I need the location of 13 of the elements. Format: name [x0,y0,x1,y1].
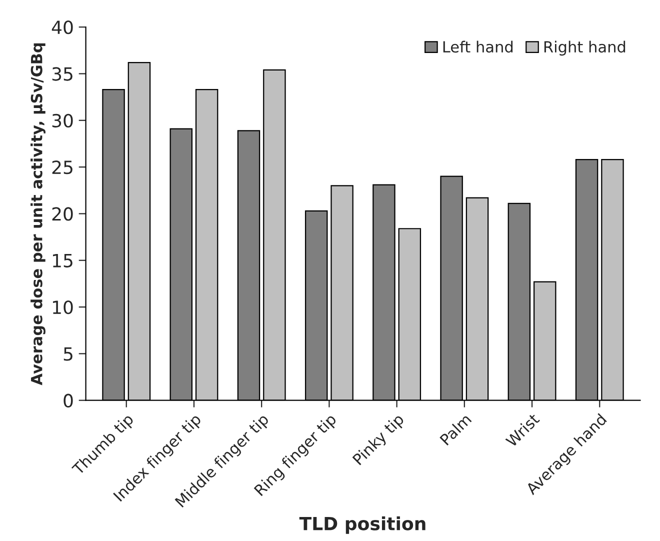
y-axis-title: Average dose per unit activity, µSv/GBq [30,43,46,386]
legend-label: Left hand [443,40,513,53]
y-tick-label: 40 [52,20,73,34]
y-tick-label: 0 [64,394,73,408]
y-tick-label: 30 [52,114,73,128]
y-tick-label: 25 [52,160,72,174]
y-tick-label: 35 [52,67,72,81]
x-axis-title: TLD position [299,516,426,534]
y-tick-label: 15 [53,254,72,268]
y-tick-label: 10 [53,300,73,314]
y-tick-label: 20 [52,207,73,221]
legend-label: Right hand [544,40,626,56]
y-tick-label: 5 [64,347,72,361]
